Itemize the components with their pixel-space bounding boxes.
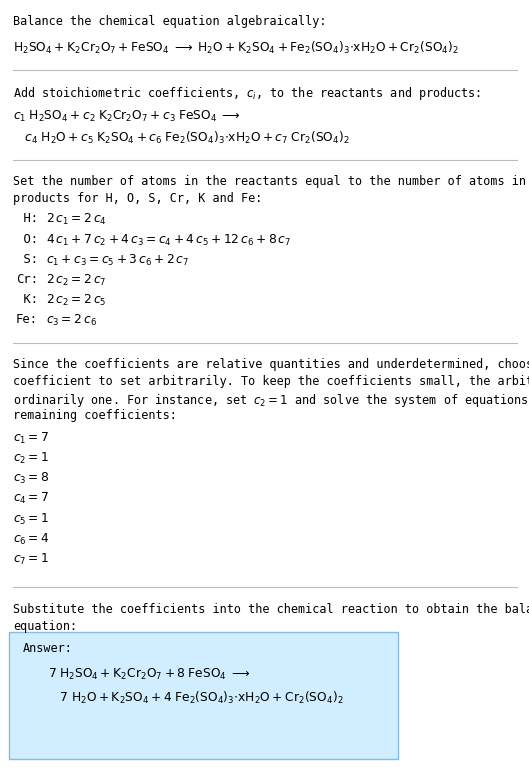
Text: $4\,c_1 + 7\,c_2 + 4\,c_3 = c_4 + 4\,c_5 + 12\,c_6 + 8\,c_7$: $4\,c_1 + 7\,c_2 + 4\,c_3 = c_4 + 4\,c_5… bbox=[46, 232, 291, 247]
Text: ordinarily one. For instance, set $c_2 = 1$ and solve the system of equations fo: ordinarily one. For instance, set $c_2 =… bbox=[13, 392, 529, 409]
Text: $c_1 + c_3 = c_5 + 3\,c_6 + 2\,c_7$: $c_1 + c_3 = c_5 + 3\,c_6 + 2\,c_7$ bbox=[46, 253, 189, 267]
Text: Set the number of atoms in the reactants equal to the number of atoms in the: Set the number of atoms in the reactants… bbox=[13, 175, 529, 188]
Text: products for H, O, S, Cr, K and Fe:: products for H, O, S, Cr, K and Fe: bbox=[13, 192, 262, 205]
Text: $c_7 = 1$: $c_7 = 1$ bbox=[13, 552, 49, 567]
Text: Substitute the coefficients into the chemical reaction to obtain the balanced: Substitute the coefficients into the che… bbox=[13, 603, 529, 616]
Text: $c_1 = 7$: $c_1 = 7$ bbox=[13, 431, 50, 446]
Text: $c_6 = 4$: $c_6 = 4$ bbox=[13, 532, 50, 546]
Text: remaining coefficients:: remaining coefficients: bbox=[13, 409, 177, 422]
Text: coefficient to set arbitrarily. To keep the coefficients small, the arbitrary va: coefficient to set arbitrarily. To keep … bbox=[13, 375, 529, 388]
Text: Add stoichiometric coefficients, $\mathit{c}_i$, to the reactants and products:: Add stoichiometric coefficients, $\mathi… bbox=[13, 85, 481, 102]
Text: $2\,c_2 = 2\,c_7$: $2\,c_2 = 2\,c_7$ bbox=[46, 273, 106, 288]
Text: Since the coefficients are relative quantities and underdetermined, choose a: Since the coefficients are relative quan… bbox=[13, 358, 529, 371]
Text: $c_2 = 1$: $c_2 = 1$ bbox=[13, 451, 49, 466]
Text: $c_1\;\mathrm{H_2SO_4} + c_2\;\mathrm{K_2Cr_2O_7} + c_3\;\mathrm{FeSO_4}$$\;\lon: $c_1\;\mathrm{H_2SO_4} + c_2\;\mathrm{K_… bbox=[13, 109, 241, 123]
Text: $c_4 = 7$: $c_4 = 7$ bbox=[13, 491, 50, 506]
Text: $2\,c_1 = 2\,c_4$: $2\,c_1 = 2\,c_4$ bbox=[46, 212, 107, 227]
Text: $\mathrm{H_2SO_4 + K_2Cr_2O_7 + FeSO_4}$$\;\longrightarrow\;$$\mathrm{H_2O + K_2: $\mathrm{H_2SO_4 + K_2Cr_2O_7 + FeSO_4}$… bbox=[13, 40, 459, 57]
Text: equation:: equation: bbox=[13, 620, 77, 633]
FancyBboxPatch shape bbox=[9, 632, 398, 759]
Text: Fe:: Fe: bbox=[16, 313, 38, 326]
Text: $c_3 = 8$: $c_3 = 8$ bbox=[13, 471, 50, 486]
Text: Cr:: Cr: bbox=[16, 273, 38, 286]
Text: $\quad 7\;\mathrm{H_2O} + \mathrm{K_2SO_4} + 4\;\mathrm{Fe_2(SO_4)_3{\cdot}xH_2O: $\quad 7\;\mathrm{H_2O} + \mathrm{K_2SO_… bbox=[48, 690, 343, 706]
Text: $c_3 = 2\,c_6$: $c_3 = 2\,c_6$ bbox=[46, 313, 97, 328]
Text: $c_5 = 1$: $c_5 = 1$ bbox=[13, 512, 49, 526]
Text: O:: O: bbox=[16, 232, 38, 246]
Text: K:: K: bbox=[16, 293, 38, 306]
Text: Balance the chemical equation algebraically:: Balance the chemical equation algebraica… bbox=[13, 16, 327, 29]
Text: $2\,c_2 = 2\,c_5$: $2\,c_2 = 2\,c_5$ bbox=[46, 293, 106, 308]
Text: H:: H: bbox=[16, 212, 38, 226]
Text: Answer:: Answer: bbox=[23, 642, 72, 655]
Text: S:: S: bbox=[16, 253, 38, 266]
Text: $\quad c_4\;\mathrm{H_2O} + c_5\;\mathrm{K_2SO_4} + c_6\;\mathrm{Fe_2(SO_4)_3{\c: $\quad c_4\;\mathrm{H_2O} + c_5\;\mathrm… bbox=[13, 130, 350, 146]
Text: $7\;\mathrm{H_2SO_4} + \mathrm{K_2Cr_2O_7} + 8\;\mathrm{FeSO_4}$$\;\longrightarr: $7\;\mathrm{H_2SO_4} + \mathrm{K_2Cr_2O_… bbox=[48, 666, 250, 681]
